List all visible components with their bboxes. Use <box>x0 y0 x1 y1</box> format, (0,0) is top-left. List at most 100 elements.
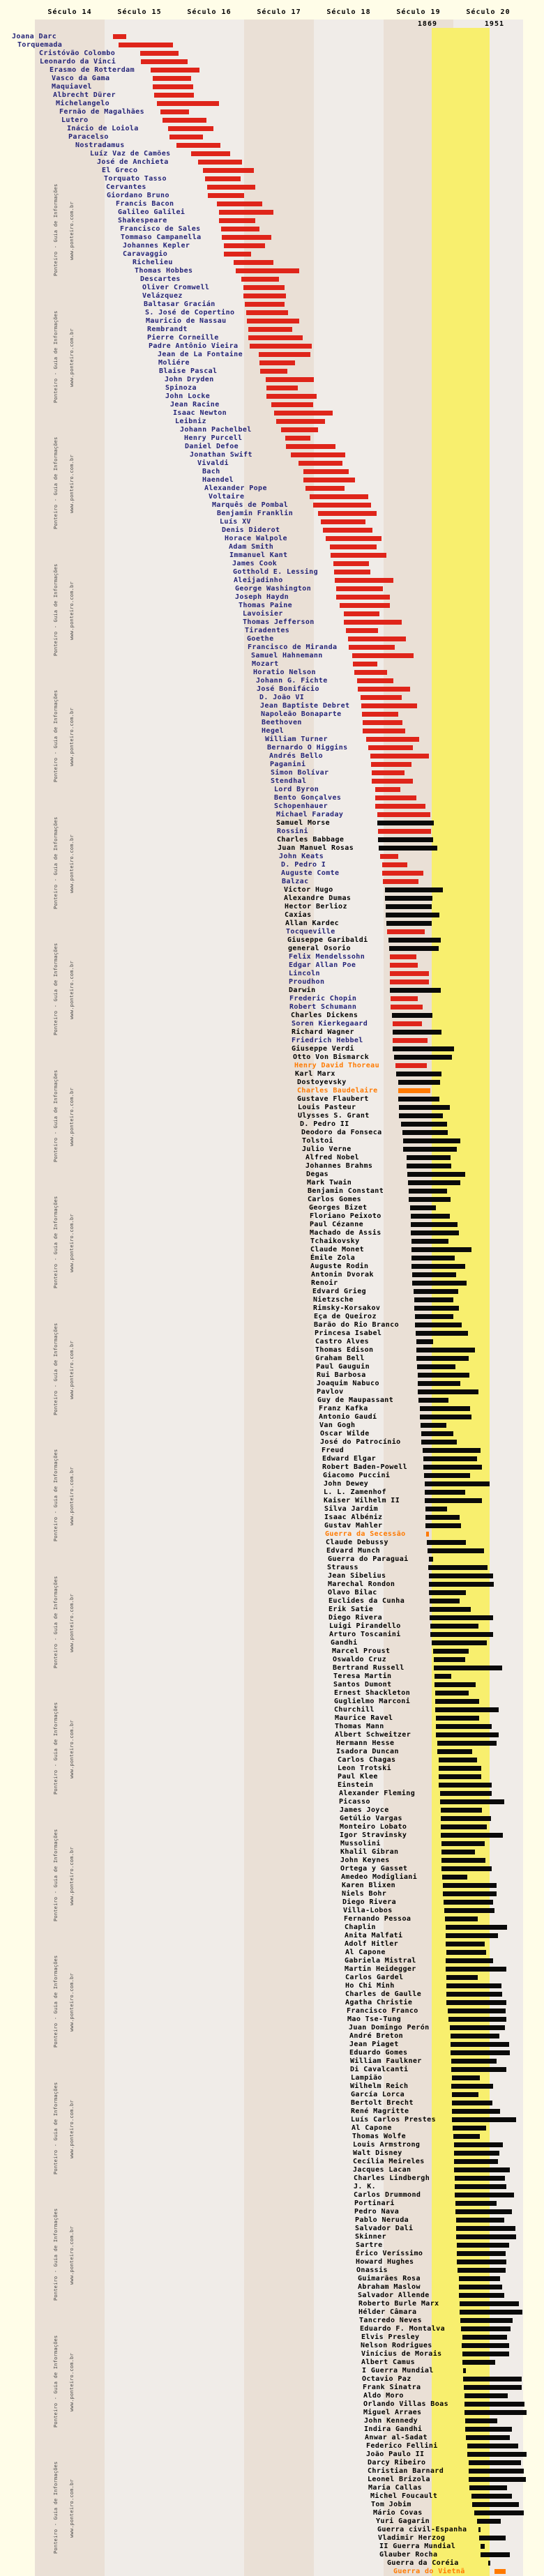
person-label[interactable]: Friedrich Hebbel <box>292 1037 363 1044</box>
person-label[interactable]: Portinari <box>354 2200 395 2207</box>
person-lifespan-bar[interactable] <box>346 628 378 633</box>
person-label[interactable]: José de Anchieta <box>97 158 169 166</box>
person-label[interactable]: Cristóvão Colombo <box>39 49 116 57</box>
person-label[interactable]: Oswaldo Cruz <box>333 1656 387 1663</box>
person-lifespan-bar[interactable] <box>409 1197 451 1202</box>
person-label[interactable]: Giordano Bruno <box>107 192 169 199</box>
person-lifespan-bar[interactable] <box>446 1933 498 1938</box>
person-lifespan-bar[interactable] <box>390 963 418 968</box>
person-label[interactable]: Abraham Maslow <box>358 2283 421 2291</box>
person-label[interactable]: Velázquez <box>142 292 183 300</box>
person-lifespan-bar[interactable] <box>446 1983 501 1988</box>
person-label[interactable]: Rembrandt <box>147 326 188 333</box>
person-label[interactable]: Lampião <box>351 2074 382 2082</box>
person-lifespan-bar[interactable] <box>430 1624 478 1629</box>
person-lifespan-bar[interactable] <box>219 218 255 223</box>
person-label[interactable]: William Faulkner <box>350 2057 422 2065</box>
war-label[interactable]: II Guerra Mundial <box>379 2543 456 2550</box>
person-lifespan-bar[interactable] <box>390 954 416 959</box>
person-lifespan-bar[interactable] <box>113 34 126 39</box>
person-label[interactable]: John Keynes <box>340 1857 390 1864</box>
person-lifespan-bar[interactable] <box>450 2025 505 2030</box>
person-lifespan-bar[interactable] <box>439 1758 477 1762</box>
person-lifespan-bar[interactable] <box>363 720 402 725</box>
person-lifespan-bar[interactable] <box>393 1030 441 1035</box>
person-label[interactable]: Jonathan Swift <box>190 451 252 459</box>
person-label[interactable]: Wilhelm Reich <box>350 2082 409 2090</box>
person-lifespan-bar[interactable] <box>191 151 230 156</box>
person-lifespan-bar[interactable] <box>460 2301 519 2306</box>
person-lifespan-bar[interactable] <box>428 1565 488 1570</box>
person-label[interactable]: Pedro Nava <box>354 2208 400 2216</box>
person-lifespan-bar[interactable] <box>416 1339 433 1344</box>
person-label[interactable]: Degas <box>306 1171 329 1178</box>
person-label[interactable]: Maria Callas <box>368 2484 423 2492</box>
person-lifespan-bar[interactable] <box>246 310 288 315</box>
person-label[interactable]: Padre Antônio Vieira <box>149 342 239 350</box>
person-label[interactable]: Di Cavalcanti <box>350 2066 409 2073</box>
person-lifespan-bar[interactable] <box>375 787 400 792</box>
person-lifespan-bar[interactable] <box>398 1097 439 1102</box>
person-lifespan-bar[interactable] <box>379 846 437 851</box>
person-label[interactable]: Fernando Pessoa <box>344 1915 411 1923</box>
war-label[interactable]: I Guerra Mundial <box>362 2367 434 2375</box>
person-lifespan-bar[interactable] <box>464 2385 522 2390</box>
person-label[interactable]: Michael Faraday <box>276 811 344 818</box>
person-label[interactable]: L. L. Zamenhof <box>324 1488 386 1496</box>
person-lifespan-bar[interactable] <box>420 1406 470 1411</box>
person-lifespan-bar[interactable] <box>368 745 413 750</box>
person-lifespan-bar[interactable] <box>410 1205 436 1210</box>
person-label[interactable]: Carlos Chagas <box>338 1756 396 1764</box>
person-label[interactable]: Julio Verne <box>302 1145 352 1153</box>
person-label[interactable]: Jean Piaget <box>349 2041 399 2048</box>
person-lifespan-bar[interactable] <box>243 285 285 290</box>
person-lifespan-bar[interactable] <box>446 1992 502 1997</box>
person-label[interactable]: Nelson Rodrigues <box>361 2342 432 2349</box>
person-lifespan-bar[interactable] <box>463 2377 522 2381</box>
person-lifespan-bar[interactable] <box>245 302 285 307</box>
person-lifespan-bar[interactable] <box>241 277 279 282</box>
person-label[interactable]: Vasco da Gama <box>52 75 110 82</box>
person-lifespan-bar[interactable] <box>276 419 325 424</box>
person-label[interactable]: Alexander Pope <box>204 485 267 492</box>
person-label[interactable]: Lincoln <box>289 970 320 977</box>
person-label[interactable]: Paul Cézanne <box>310 1221 364 1228</box>
person-lifespan-bar[interactable] <box>451 2050 510 2055</box>
person-label[interactable]: Elvis Presley <box>361 2333 420 2341</box>
person-label[interactable]: Paul Klee <box>338 1773 378 1781</box>
person-label[interactable]: Machado de Assis <box>310 1229 381 1237</box>
person-label[interactable]: André Breton <box>349 2032 404 2040</box>
person-lifespan-bar[interactable] <box>313 503 371 508</box>
person-lifespan-bar[interactable] <box>430 1607 471 1612</box>
person-label[interactable]: Thomas Mann <box>335 1723 384 1730</box>
person-label[interactable]: Floriano Peixoto <box>310 1212 381 1220</box>
person-lifespan-bar[interactable] <box>436 1724 492 1729</box>
person-label[interactable]: Schopenhauer <box>274 802 328 810</box>
war-duration-bar[interactable] <box>478 2527 481 2532</box>
person-lifespan-bar[interactable] <box>439 1774 481 1779</box>
person-label[interactable]: Mauricio de Nassau <box>146 317 227 325</box>
person-label[interactable]: Ortega y Gasset <box>340 1865 408 1873</box>
person-label[interactable]: Daniel Defoe <box>185 443 239 450</box>
person-lifespan-bar[interactable] <box>425 1507 447 1511</box>
person-lifespan-bar[interactable] <box>310 494 368 499</box>
person-label[interactable]: Paracelso <box>68 133 109 141</box>
person-label[interactable]: Deodoro da Fonseca <box>301 1129 382 1136</box>
person-lifespan-bar[interactable] <box>372 779 413 784</box>
person-label[interactable]: Roberto Burle Marx <box>358 2300 439 2308</box>
person-label[interactable]: Nostradamus <box>75 142 125 149</box>
person-label[interactable]: Lord Byron <box>274 786 319 793</box>
person-lifespan-bar[interactable] <box>462 2352 509 2356</box>
person-lifespan-bar[interactable] <box>222 235 271 240</box>
person-lifespan-bar[interactable] <box>326 536 381 541</box>
person-lifespan-bar[interactable] <box>432 1640 487 1645</box>
person-lifespan-bar[interactable] <box>248 335 303 340</box>
person-lifespan-bar[interactable] <box>259 352 310 357</box>
person-label[interactable]: Pavlov <box>317 1388 344 1396</box>
person-lifespan-bar[interactable] <box>448 2009 506 2013</box>
person-lifespan-bar[interactable] <box>363 729 405 733</box>
person-lifespan-bar[interactable] <box>415 1323 462 1327</box>
person-label[interactable]: Érico Veríssimo <box>356 2250 423 2257</box>
person-label[interactable]: Darwin <box>289 986 316 994</box>
person-label[interactable]: Juan Domingo Perón <box>349 2024 430 2032</box>
